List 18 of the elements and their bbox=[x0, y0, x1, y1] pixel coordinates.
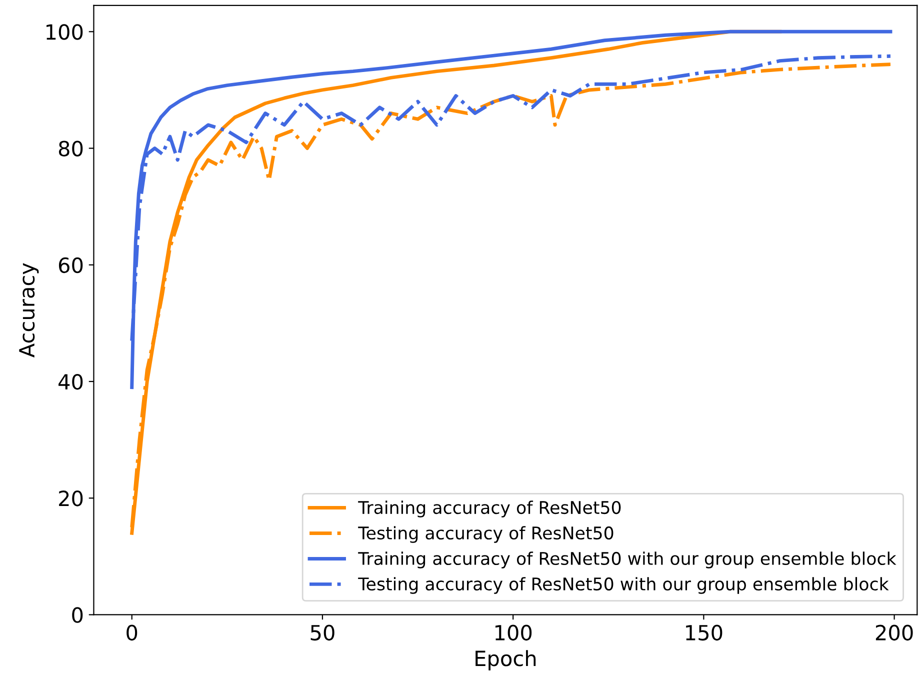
x-tick-label: 150 bbox=[686, 624, 722, 641]
x-tick-label: 100 bbox=[495, 624, 532, 641]
y-tick-label: 100 bbox=[46, 24, 83, 40]
y-tick-label: 80 bbox=[58, 140, 83, 156]
y-tick-label: 0 bbox=[72, 607, 83, 623]
y-tick-label: 60 bbox=[58, 257, 83, 274]
x-tick-label: 200 bbox=[876, 624, 913, 641]
x-axis-title: Epoch bbox=[476, 650, 536, 670]
x-tick-label: 0 bbox=[126, 624, 138, 641]
y-tick-label: 20 bbox=[59, 490, 83, 506]
legend-label: Training accuracy of ResNet50 bbox=[358, 500, 621, 518]
x-tick-label: 50 bbox=[310, 624, 334, 641]
legend-label: Training accuracy of ResNet50 with our group ensemble block bbox=[358, 552, 896, 568]
y-tick-label: 40 bbox=[58, 374, 83, 390]
y-axis-title: Accuracy bbox=[19, 263, 39, 358]
legend-label: Testing accuracy of ResNet50 bbox=[358, 526, 614, 543]
line-series bbox=[130, 30, 892, 390]
legend-label: Testing accuracy of ResNet50 with our group ensemble block bbox=[358, 577, 889, 594]
